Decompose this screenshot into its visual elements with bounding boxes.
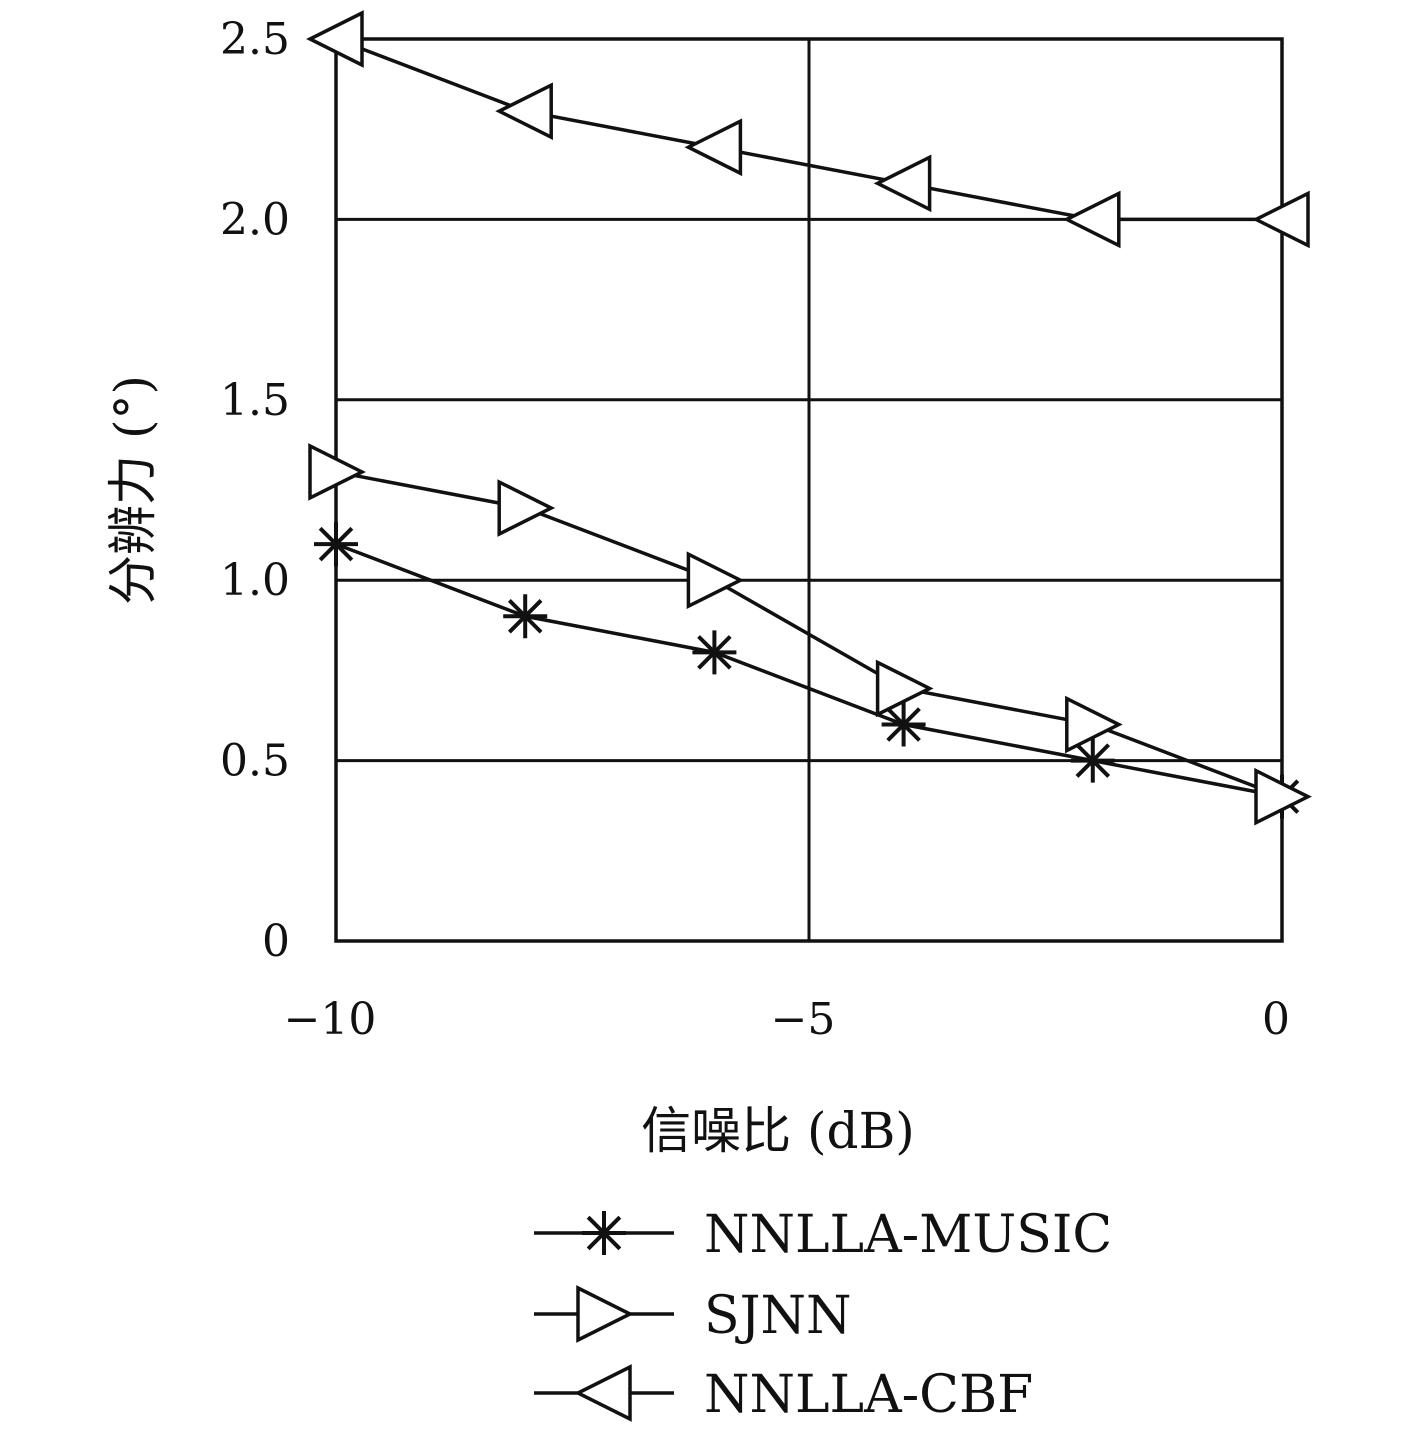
- y-tick-label: 1.5: [220, 375, 290, 426]
- x-tick-labels: −10 −5 0: [284, 994, 1290, 1045]
- series-sjnn: [308, 443, 1312, 826]
- data-point-nnlla-cbf: [306, 10, 364, 68]
- x-axis-title: 信噪比 (dB): [641, 1102, 915, 1160]
- data-point-sjnn: [1065, 695, 1123, 754]
- x-tick-label: −5: [771, 994, 836, 1045]
- series-line-nnlla-cbf: [335, 37, 1282, 222]
- series-nnlla-cbf: [306, 10, 1310, 249]
- y-tick-label: 1.0: [220, 555, 290, 606]
- plot-frame: [334, 37, 1284, 943]
- series-group: [306, 10, 1312, 826]
- legend-label: NNLLA-CBF: [704, 1365, 1033, 1425]
- data-point-nnlla-music: [314, 522, 358, 567]
- data-point-nnlla-cbf: [684, 118, 743, 177]
- legend-item: SJNN: [534, 1285, 851, 1346]
- legend-item: NNLLA-MUSIC: [534, 1205, 1112, 1265]
- y-tick-label: 2.0: [220, 194, 290, 245]
- data-point-nnlla-cbf: [1062, 190, 1121, 249]
- y-axis-title: 分辨力 (°): [104, 375, 162, 605]
- legend: NNLLA-MUSIC SJNN NNLLA-CBF: [534, 1205, 1112, 1425]
- y-tick-label: 2.5: [220, 14, 290, 65]
- series-line-sjnn: [335, 470, 1283, 799]
- legend-item: NNLLA-CBF: [534, 1364, 1033, 1425]
- x-tick-label: 0: [1262, 994, 1290, 1045]
- data-point-nnlla-music: [692, 630, 737, 675]
- legend-label: NNLLA-MUSIC: [704, 1205, 1112, 1265]
- data-point-nnlla-music: [1070, 738, 1115, 783]
- data-point-nnlla-cbf: [1252, 190, 1310, 249]
- data-point-nnlla-music: [881, 702, 926, 747]
- data-point-sjnn: [1254, 767, 1312, 826]
- data-point-sjnn: [875, 659, 934, 718]
- legend-marker: [582, 1211, 626, 1255]
- data-point-sjnn: [497, 479, 556, 537]
- data-point-sjnn: [686, 551, 745, 610]
- data-point-nnlla-cbf: [495, 82, 553, 140]
- y-tick-label: 0: [262, 916, 290, 967]
- legend-marker: [576, 1285, 634, 1343]
- data-point-nnlla-cbf: [873, 154, 932, 213]
- legend-marker: [574, 1364, 632, 1422]
- series-line-nnlla-music: [335, 542, 1283, 799]
- grid: [336, 39, 1282, 941]
- data-point-nnlla-music: [503, 594, 548, 639]
- data-point-sjnn: [308, 443, 366, 501]
- y-tick-labels: 0 0.5 1.0 1.5 2.0 2.5: [220, 14, 290, 967]
- y-tick-label: 0.5: [220, 736, 290, 787]
- x-tick-label: −10: [284, 994, 377, 1045]
- legend-label: SJNN: [704, 1286, 851, 1346]
